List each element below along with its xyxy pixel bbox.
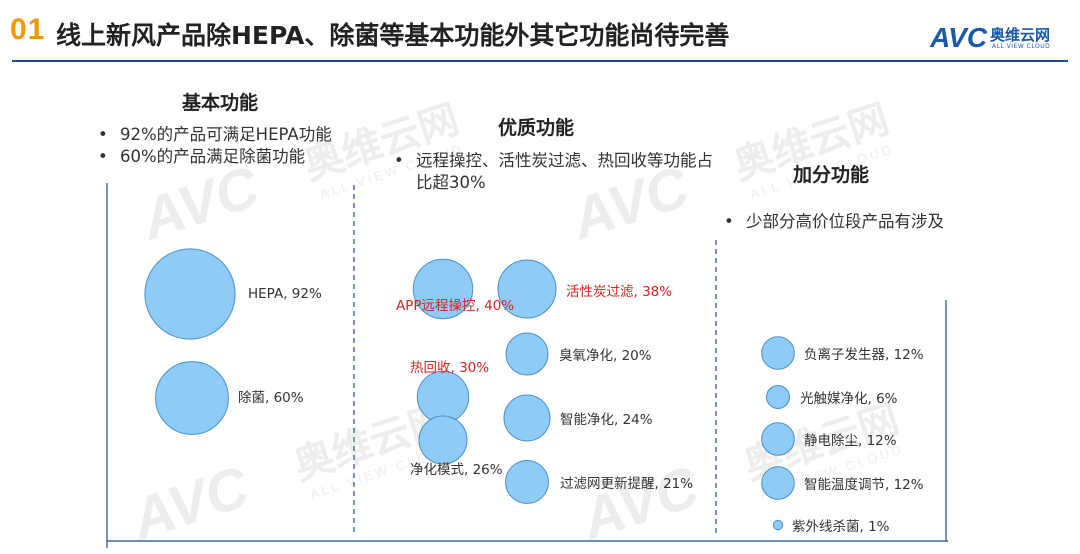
bubble-mark [418,415,468,465]
bubble-mark [505,332,549,376]
quality-section-title: 优质功能 [498,117,575,139]
bubble-mark [497,259,557,319]
page-title: 线上新风产品除HEPA、除菌等基本功能外其它功能尚待完善 [56,21,730,50]
slide-number: 01 [10,13,46,46]
quality-bullets: 远程操控、活性炭过滤、热回收等功能占比超30% [392,150,722,194]
basic-bullet-2: 60%的产品满足除菌功能 [96,146,376,168]
bubble-data-label: HEPA, 92% [248,286,322,302]
bubble-mark [155,361,229,435]
bubble-data-label: 除菌, 60% [238,390,304,406]
bubble-mark [144,248,236,340]
bubble-mark [505,460,549,504]
bubble-data-label: 热回收, 30% [410,360,489,376]
bubble-data-label: 光触媒净化, 6% [800,391,898,407]
bubble-mark [761,336,795,370]
bubble-data-label: 负离子发生器, 12% [804,346,924,363]
bubble-data-label: 活性炭过滤, 38% [566,284,672,300]
basic-bullet-1: 92%的产品可满足HEPA功能 [96,124,376,146]
bubble-data-label: 紫外线杀菌, 1% [792,519,890,535]
bonus-section-title: 加分功能 [793,164,870,186]
bubble-mark [503,394,551,442]
avc-logo: AVC 奥维云网 ALL VIEW CLOUD [930,22,1070,56]
quality-bullet-1: 远程操控、活性炭过滤、热回收等功能占比超30% [392,150,722,194]
bubble-data-label: 静电除尘, 12% [804,433,897,449]
bubble-data-label: 臭氧净化, 20% [559,348,652,364]
bubble-data-label: 净化模式, 26% [410,462,503,478]
logo-en-text: ALL VIEW CLOUD [992,43,1051,50]
bubble-mark [416,370,470,424]
watermark-mark: AVC [132,154,267,253]
bubble-mark [766,385,790,409]
bonus-bullet-1: 少部分高价位段产品有涉及 [722,211,1022,233]
bubble-layer: HEPA, 92% 除菌, 60% APP远程操控, 40% 活性炭过滤, 38% 臭氧… [144,248,924,535]
bonus-bullets: 少部分高价位段产品有涉及 [722,211,1022,233]
basic-section-title: 基本功能 [182,92,259,114]
logo-mark: AVC [930,22,988,53]
bubble-mark [412,258,474,320]
bubble-mark [772,519,784,531]
watermark-mark: AVC [572,454,707,553]
logo-cn-text: 奥维云网 [990,26,1051,44]
slide-header: 01 线上新风产品除HEPA、除菌等基本功能外其它功能尚待完善 AVC 奥维云网… [0,0,1080,66]
bubble-data-label: 过滤网更新提醒, 21% [560,476,693,492]
bubble-data-label: 智能净化, 24% [560,412,653,428]
header-divider [12,60,1068,62]
bubble-mark [761,466,795,500]
basic-bullets: 92%的产品可满足HEPA功能 60%的产品满足除菌功能 [96,124,376,168]
bubble-data-label: 智能温度调节, 12% [804,477,924,493]
watermark-mark: AVC [122,454,257,553]
bubble-data-label: APP远程操控, 40% [396,298,514,314]
bubble-mark [761,422,795,456]
